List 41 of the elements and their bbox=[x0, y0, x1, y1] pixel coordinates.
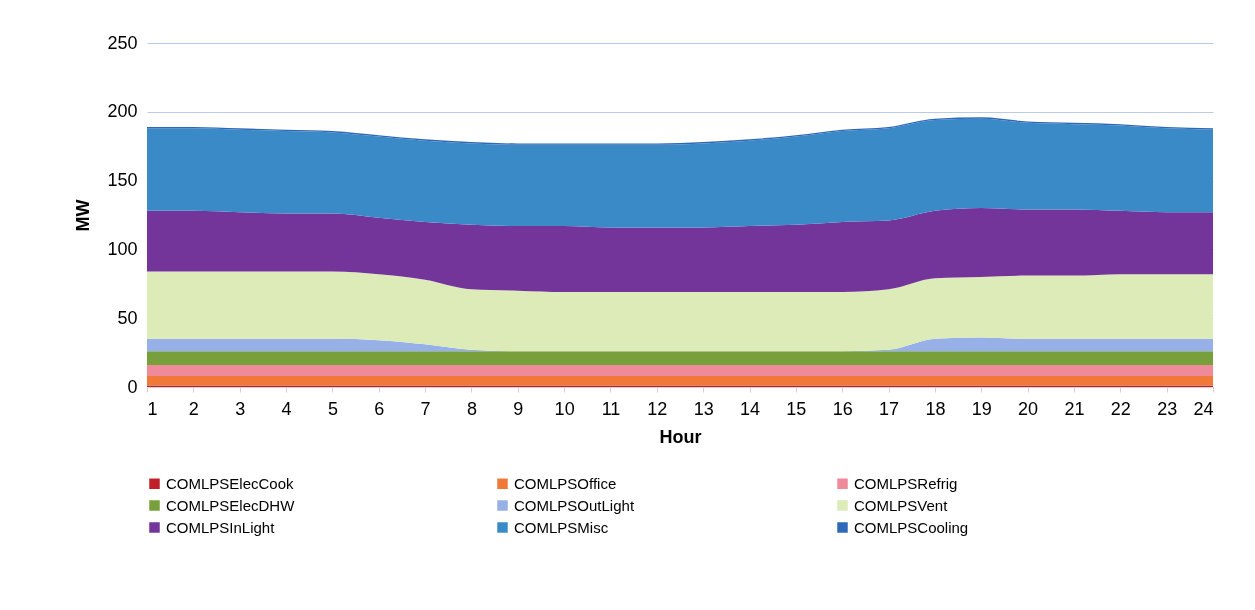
x-tick-label: 19 bbox=[971, 398, 992, 419]
x-tick-label: 1 bbox=[147, 398, 158, 419]
x-tick-label: 11 bbox=[601, 398, 621, 419]
x-tick-label: 13 bbox=[693, 398, 714, 419]
x-tick-label: 5 bbox=[327, 398, 338, 419]
x-tick-label: 10 bbox=[554, 398, 575, 419]
y-tick-label: 100 bbox=[107, 238, 138, 259]
x-tick-label: 18 bbox=[925, 398, 946, 419]
x-tick-label: 21 bbox=[1064, 398, 1085, 419]
legend-label: COMLPSOutLight bbox=[514, 496, 635, 514]
y-tick-label: 0 bbox=[127, 376, 138, 397]
x-tick-label: 2 bbox=[188, 398, 199, 419]
legend-label: COMLPSElecCook bbox=[166, 474, 295, 492]
x-tick-label: 8 bbox=[466, 398, 477, 419]
x-tick-label: 16 bbox=[832, 398, 853, 419]
legend-label: COMLPSElecDHW bbox=[166, 496, 296, 514]
x-tick-label: 9 bbox=[513, 398, 524, 419]
x-tick-label: 17 bbox=[879, 398, 900, 419]
x-tick-label: 15 bbox=[786, 398, 807, 419]
legend-label: COMLPSRefrig bbox=[854, 474, 958, 492]
x-tick-label: 4 bbox=[281, 398, 292, 419]
x-tick-label: 23 bbox=[1157, 398, 1178, 419]
x-tick-label: 22 bbox=[1110, 398, 1131, 419]
x-tick-label: 14 bbox=[740, 398, 761, 419]
legend-label: COMLPSOffice bbox=[514, 474, 617, 492]
x-axis-title: Hour bbox=[659, 426, 702, 447]
y-tick-label: 200 bbox=[107, 101, 138, 122]
y-tick-label: 250 bbox=[107, 32, 138, 53]
x-tick-label: 3 bbox=[235, 398, 246, 419]
legend-label: COMLPSMisc bbox=[514, 518, 609, 536]
legend-label: COMLPSVent bbox=[854, 496, 949, 514]
x-tick-label: 20 bbox=[1018, 398, 1039, 419]
legend-label: COMLPSCooling bbox=[854, 518, 969, 536]
y-tick-label: 50 bbox=[117, 307, 138, 328]
y-axis-title: MW bbox=[73, 199, 94, 232]
x-tick-label: 12 bbox=[647, 398, 668, 419]
y-tick-label: 150 bbox=[107, 170, 138, 191]
x-tick-label: 6 bbox=[374, 398, 385, 419]
legend-label: COMLPSInLight bbox=[166, 518, 276, 536]
x-tick-label: 7 bbox=[420, 398, 431, 419]
x-tick-label: 24 bbox=[1193, 398, 1214, 419]
